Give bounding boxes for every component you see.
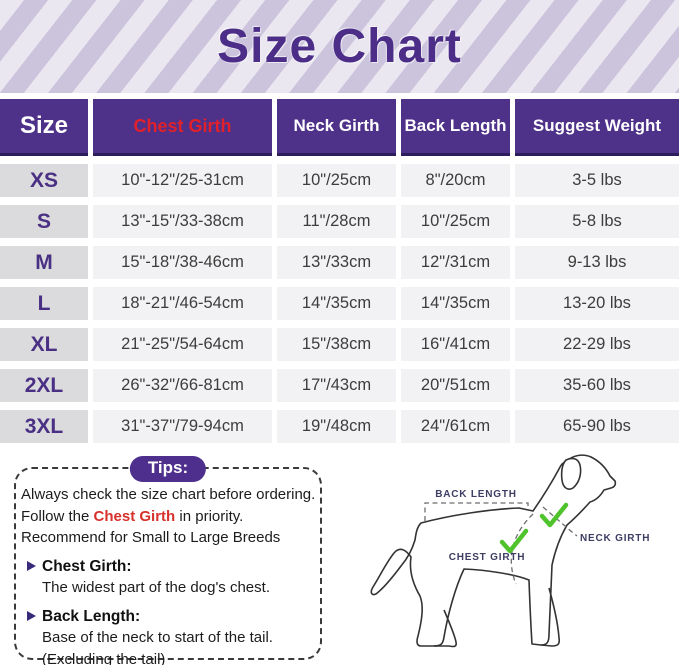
tips-line-2: Follow the Chest Girth in priority. <box>21 507 244 525</box>
tip-item-label: Chest Girth: <box>42 557 132 575</box>
back-length-label: BACK LENGTH <box>435 489 517 500</box>
tip-item-description: (Excluding the tail) <box>42 650 166 665</box>
row-size-label: L <box>0 287 88 320</box>
cell-chest-girth: 26"-32"/66-81cm <box>93 369 272 402</box>
tips-box: Tips: Always check the size chart before… <box>14 456 322 665</box>
row-size-label: M <box>0 246 88 279</box>
cell-chest-girth: 15"-18"/38-46cm <box>93 246 272 279</box>
cell-neck-girth: 13"/33cm <box>277 246 396 279</box>
row-size-label: 2XL <box>0 369 88 402</box>
checkmark-icon <box>539 502 569 528</box>
dog-far-hind-leg <box>434 609 457 648</box>
cell-back-length: 12"/31cm <box>401 246 510 279</box>
tips-line-3: Recommend for Small to Large Breeds <box>21 529 281 546</box>
cell-back-length: 20"/51cm <box>401 369 510 402</box>
banner: Size Chart <box>0 0 679 93</box>
cell-back-length: 14"/35cm <box>401 287 510 320</box>
col-header-size: Size <box>0 99 88 156</box>
cell-chest-girth: 10"-12"/25-31cm <box>93 164 272 197</box>
neck-girth-measure-line <box>542 506 578 537</box>
chest-girth-highlight: Chest Girth <box>93 507 176 525</box>
tip-item-back-length: Back Length: <box>21 606 316 628</box>
triangle-bullet-icon <box>27 611 36 622</box>
cell-back-length: 8"/20cm <box>401 164 510 197</box>
tips-line-1: Always check the size chart before order… <box>21 486 316 503</box>
row-size-label: 3XL <box>0 410 88 443</box>
cell-back-length: 10"/25cm <box>401 205 510 238</box>
cell-chest-girth: 13"-15"/33-38cm <box>93 205 272 238</box>
dog-ear <box>560 457 582 490</box>
row-size-label: S <box>0 205 88 238</box>
cell-chest-girth: 31"-37"/79-94cm <box>93 410 272 443</box>
cell-suggest-weight: 35-60 lbs <box>515 369 679 402</box>
cell-neck-girth: 19"/48cm <box>277 410 396 443</box>
chest-girth-measure-line <box>510 513 534 585</box>
cell-chest-girth: 18"-21"/46-54cm <box>93 287 272 320</box>
dog-outline <box>370 454 617 647</box>
tips-content: Always check the size chart before order… <box>16 469 320 665</box>
cell-suggest-weight: 13-20 lbs <box>515 287 679 320</box>
cell-back-length: 16"/41cm <box>401 328 510 361</box>
checkmark-icon <box>499 528 529 554</box>
tips-badge: Tips: <box>129 456 207 482</box>
cell-neck-girth: 10"/25cm <box>277 164 396 197</box>
col-header-chest-girth: Chest Girth <box>93 99 272 156</box>
cell-suggest-weight: 5-8 lbs <box>515 205 679 238</box>
cell-neck-girth: 15"/38cm <box>277 328 396 361</box>
row-size-label: XL <box>0 328 88 361</box>
triangle-bullet-icon <box>27 561 36 572</box>
cell-neck-girth: 17"/43cm <box>277 369 396 402</box>
col-header-neck-girth: Neck Girth <box>277 99 396 156</box>
cell-back-length: 24"/61cm <box>401 410 510 443</box>
page-title: Size Chart <box>217 20 462 73</box>
col-header-suggest-weight: Suggest Weight <box>515 99 679 156</box>
cell-neck-girth: 14"/35cm <box>277 287 396 320</box>
cell-chest-girth: 21"-25"/54-64cm <box>93 328 272 361</box>
dog-far-front-leg <box>540 587 561 647</box>
back-length-measure-line <box>424 502 529 521</box>
row-size-label: XS <box>0 164 88 197</box>
chest-girth-label: CHEST GIRTH <box>449 552 526 563</box>
tip-item-label: Back Length: <box>42 607 141 625</box>
neck-girth-label: NECK GIRTH <box>580 533 650 544</box>
tip-item-description: Base of the neck to start of the tail. <box>42 629 273 646</box>
tip-item-chest-girth: Chest Girth: <box>21 556 316 578</box>
dog-measurement-diagram: BACK LENGTH NECK GIRTH CHEST GIRTH <box>370 454 650 648</box>
cell-neck-girth: 11"/28cm <box>277 205 396 238</box>
cell-suggest-weight: 22-29 lbs <box>515 328 679 361</box>
cell-suggest-weight: 9-13 lbs <box>515 246 679 279</box>
size-table: Size Chest Girth Neck Girth Back Length … <box>0 99 679 443</box>
col-header-back-length: Back Length <box>401 99 510 156</box>
tip-item-description: The widest part of the dog's chest. <box>42 579 270 596</box>
cell-suggest-weight: 3-5 lbs <box>515 164 679 197</box>
cell-suggest-weight: 65-90 lbs <box>515 410 679 443</box>
